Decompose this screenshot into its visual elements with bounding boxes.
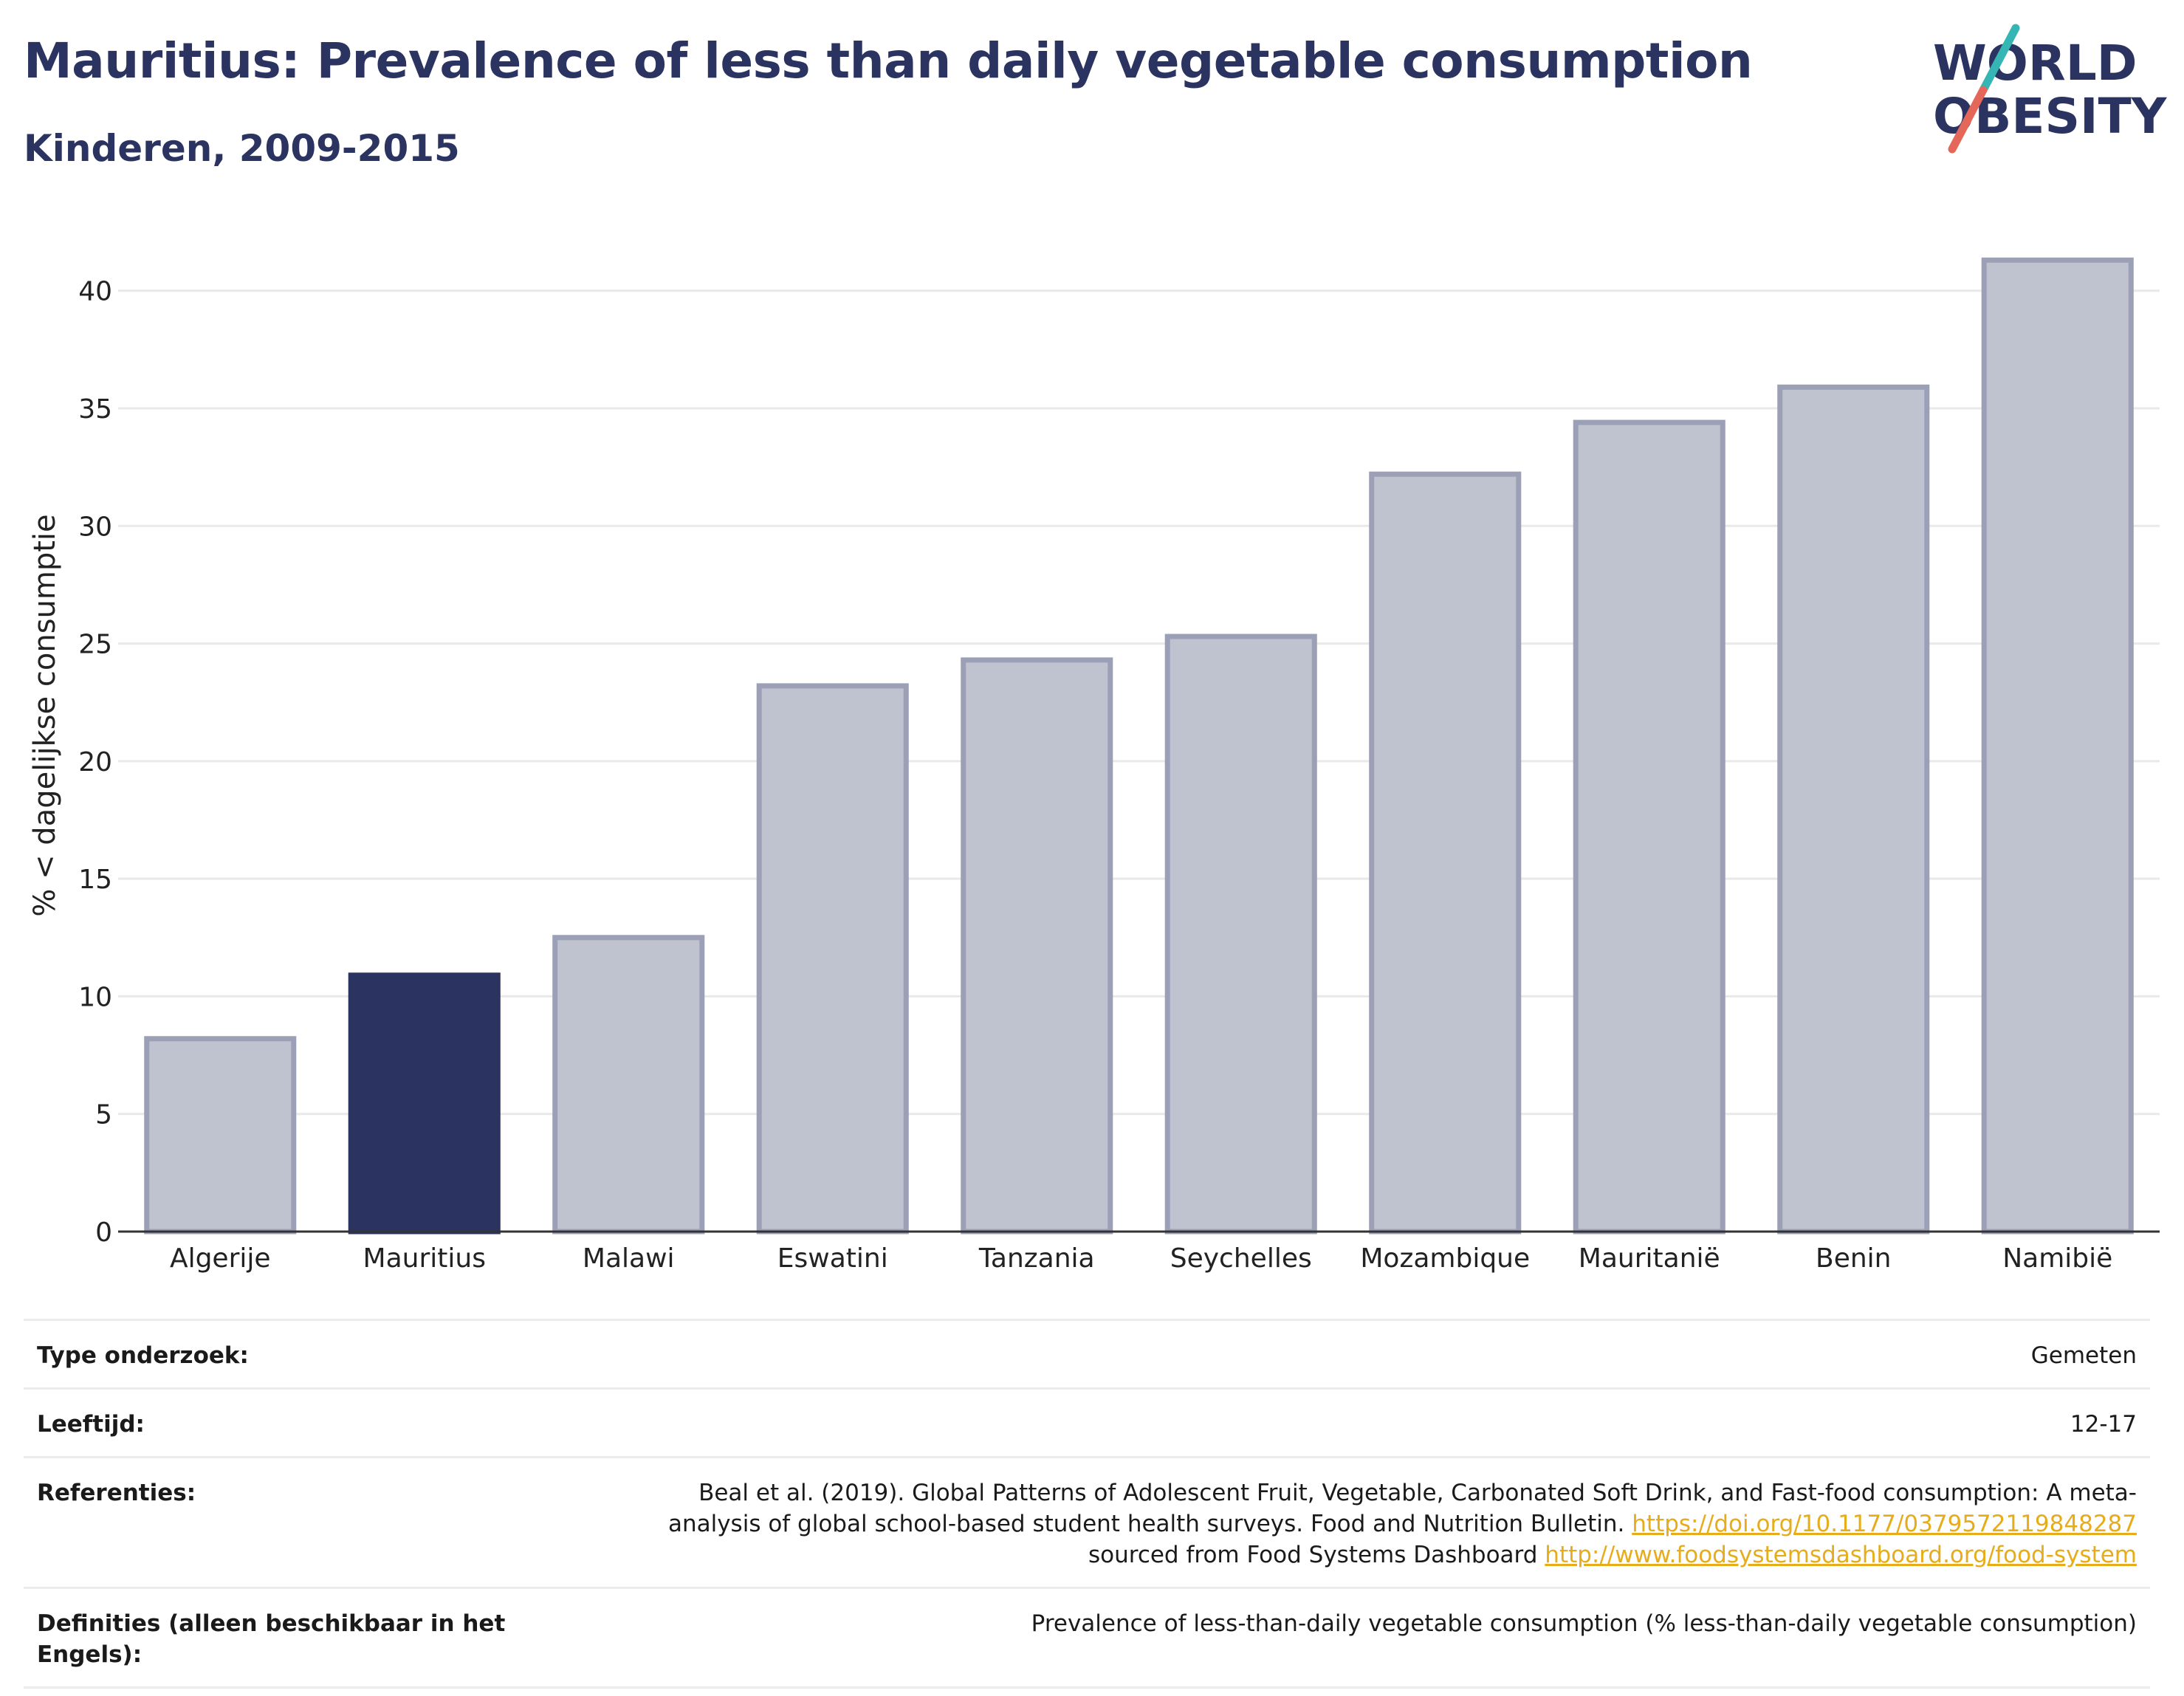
y-tick-label: 15: [78, 865, 112, 895]
x-tick-label: Malawi: [583, 1243, 675, 1274]
chart-title: Mauritius: Prevalence of less than daily…: [24, 32, 1753, 89]
info-table: Type onderzoek: Gemeten Leeftijd: 12-17 …: [24, 1319, 2150, 1689]
y-tick-label: 40: [78, 277, 112, 307]
age-value: 12-17: [2070, 1411, 2137, 1438]
x-tick-label: Algerije: [170, 1243, 271, 1274]
x-tick-label: Mauritanië: [1579, 1243, 1720, 1274]
food-systems-dashboard-link[interactable]: http://www.foodsystemsdashboard.org/food…: [1545, 1542, 2137, 1568]
bars: [144, 257, 2134, 1235]
study-type-label: Type onderzoek:: [37, 1342, 249, 1369]
bar-tanzania: [961, 657, 1113, 1235]
references-text-1: Beal et al. (2019). Global Patterns of A…: [667, 1480, 2137, 1537]
bar-chart: 0 5 10 15 20 25 30 35 40 Algerije Mauritius Malawi…: [28, 257, 2160, 1274]
x-axis-ticks: Algerije Mauritius Malawi Eswatini Tanzania S…: [170, 1243, 2112, 1274]
study-type-value: Gemeten: [2030, 1342, 2137, 1369]
info-row-study-type: Type onderzoek: Gemeten: [24, 1319, 2150, 1387]
y-tick-label: 10: [78, 982, 112, 1012]
logo-coral-slash: [1948, 86, 1988, 154]
y-axis-ticks: 0 5 10 15 20 25 30 35 40: [78, 277, 112, 1248]
world-obesity-logo: WORLD OBESITY: [1933, 24, 2168, 154]
definitions-value: Prevalence of less-than-daily vegetable …: [1031, 1610, 2137, 1637]
x-tick-label: Mauritius: [363, 1243, 486, 1274]
x-tick-label: Seychelles: [1170, 1243, 1312, 1274]
bar-eswatini: [756, 683, 909, 1235]
bar-algerije: [144, 1036, 297, 1235]
bar-malawi: [552, 935, 705, 1235]
bar-mozambique: [1369, 471, 1522, 1235]
bar-benin: [1777, 384, 1930, 1235]
info-row-references: Referenties: Beal et al. (2019). Global …: [24, 1456, 2150, 1587]
logo-text-world: WORLD: [1933, 35, 2137, 92]
logo-teal-slash: [1979, 24, 2020, 95]
y-tick-label: 35: [78, 394, 112, 425]
bar-mauritani: [1573, 419, 1725, 1235]
x-tick-label: Mozambique: [1360, 1243, 1530, 1274]
info-row-age: Leeftijd: 12-17: [24, 1387, 2150, 1456]
references-value: Beal et al. (2019). Global Patterns of A…: [539, 1477, 2137, 1570]
x-tick-label: Namibië: [2002, 1243, 2112, 1274]
x-tick-label: Benin: [1816, 1243, 1891, 1274]
y-tick-label: 5: [95, 1100, 112, 1130]
definitions-label: Definities (alleen beschikbaar in het En…: [37, 1610, 506, 1668]
age-label: Leeftijd:: [37, 1411, 145, 1438]
bar-namibi: [1981, 257, 2134, 1235]
bar-mauritius: [348, 972, 501, 1235]
x-tick-label: Tanzania: [978, 1243, 1095, 1274]
y-tick-label: 30: [78, 512, 112, 542]
doi-link[interactable]: https://doi.org/10.1177/0379572119848287: [1632, 1511, 2137, 1537]
bar-seychelles: [1164, 634, 1317, 1235]
y-tick-label: 20: [78, 747, 112, 777]
y-tick-label: 0: [95, 1218, 112, 1248]
info-row-definitions: Definities (alleen beschikbaar in het En…: [24, 1587, 2150, 1689]
y-tick-label: 25: [78, 630, 112, 660]
references-label: Referenties:: [37, 1480, 196, 1506]
x-tick-label: Eswatini: [777, 1243, 888, 1274]
y-axis-label: % < dagelijkse consumptie: [28, 514, 62, 916]
references-text-2: sourced from Food Systems Dashboard: [1088, 1542, 1545, 1568]
chart-subtitle: Kinderen, 2009-2015: [24, 127, 460, 170]
